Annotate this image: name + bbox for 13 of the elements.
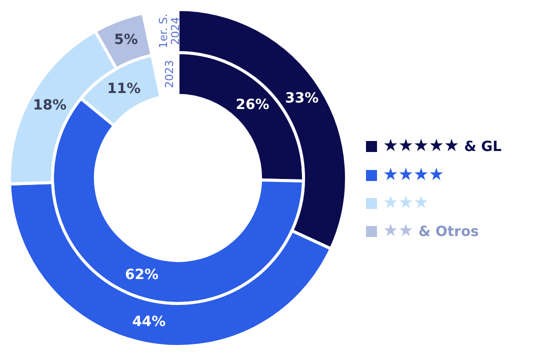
data-label: 18%	[33, 98, 67, 114]
slice-label: 1er. S. 2024	[156, 14, 182, 48]
legend-label: ★★ & Otros	[383, 221, 479, 241]
data-label: 5%	[114, 32, 138, 48]
data-label: 26%	[236, 96, 270, 113]
slice-label: 2023	[162, 60, 176, 88]
legend-label: ★★★★★ & GL	[383, 136, 502, 156]
legend-label: ★★★	[383, 193, 429, 213]
data-label: 33%	[285, 90, 319, 106]
data-label: 62%	[125, 267, 159, 284]
legend-label: ★★★★	[383, 165, 444, 185]
data-label: 44%	[132, 314, 166, 330]
data-label: 11%	[107, 80, 141, 97]
